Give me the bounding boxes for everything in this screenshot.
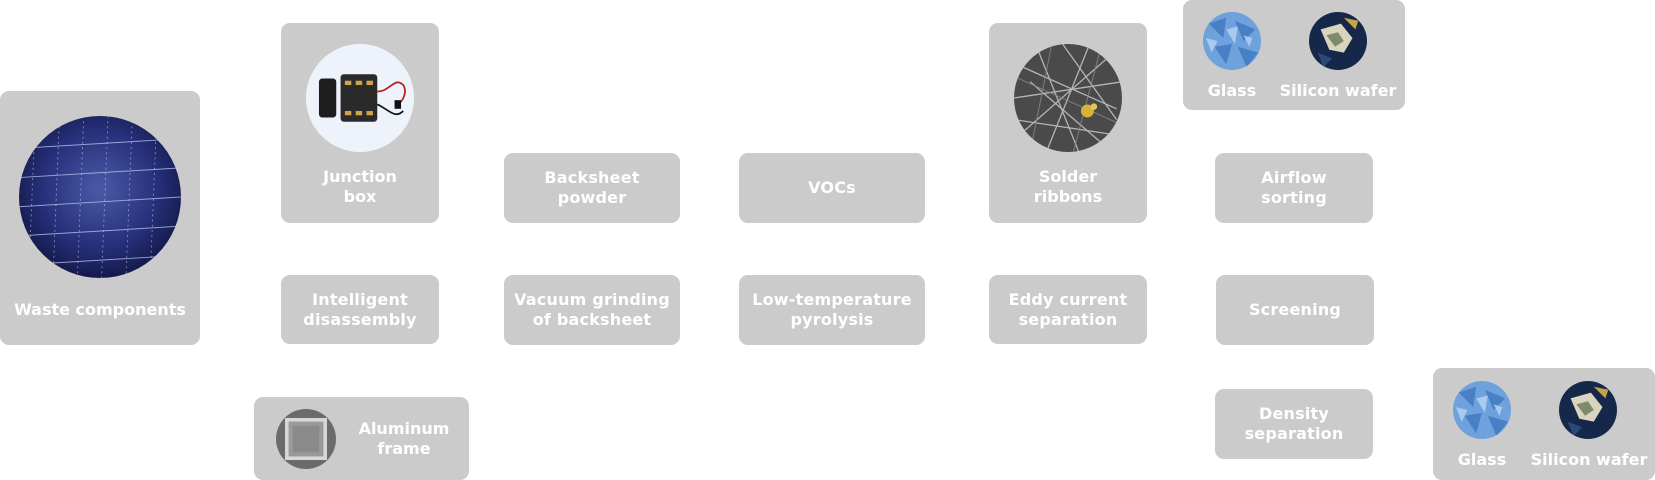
node-waste-components: Waste components — [0, 91, 200, 345]
output-bottom-glass-wafer: Glass Silicon wafer — [1433, 368, 1655, 480]
silicon-wafer-image — [1309, 12, 1367, 70]
solder-ribbons-image — [1014, 44, 1122, 152]
node-label: Waste components — [14, 300, 186, 319]
node-label: Airflow sorting — [1261, 168, 1327, 207]
node-eddy-current-separation: Eddy current separation — [989, 275, 1147, 344]
node-vacuum-grinding: Vacuum grinding of backsheet — [504, 275, 680, 345]
output-label: Glass — [1207, 81, 1257, 100]
node-label: Screening — [1248, 300, 1342, 319]
node-intelligent-disassembly: Intelligent disassembly — [281, 275, 439, 344]
node-label: Solder ribbons — [1033, 167, 1103, 206]
node-aluminum-frame: Aluminum frame — [254, 397, 469, 480]
node-label: Aluminum frame — [358, 419, 450, 458]
output-label: Glass — [1457, 450, 1507, 469]
glass-image — [1453, 381, 1511, 439]
aluminum-frame-image — [276, 409, 336, 469]
node-low-temperature-pyrolysis: Low-temperature pyrolysis — [739, 275, 925, 345]
silicon-wafer-image — [1559, 381, 1617, 439]
node-label: Junction box — [323, 167, 397, 206]
node-label: Eddy current separation — [1008, 289, 1128, 329]
node-label: Backsheet powder — [544, 168, 640, 207]
node-vocs: VOCs — [739, 153, 925, 223]
solar-panel-image — [19, 116, 181, 278]
node-label: Vacuum grinding of backsheet — [514, 290, 670, 329]
node-junction-box: Junction box — [281, 23, 439, 223]
output-label: Silicon wafer — [1279, 81, 1397, 100]
output-label: Silicon wafer — [1530, 450, 1648, 469]
node-backsheet-powder: Backsheet powder — [504, 153, 680, 223]
node-screening: Screening — [1216, 275, 1374, 345]
node-label: Low-temperature pyrolysis — [752, 290, 912, 329]
node-label: VOCs — [808, 178, 856, 197]
node-airflow-sorting: Airflow sorting — [1215, 153, 1373, 223]
node-label: Intelligent disassembly — [303, 289, 417, 329]
junction-box-image — [306, 44, 414, 152]
glass-image — [1203, 12, 1261, 70]
output-top-glass-wafer: Glass Silicon wafer — [1183, 0, 1405, 110]
node-density-separation: Density separation — [1215, 389, 1373, 459]
node-label: Density separation — [1244, 404, 1344, 443]
node-solder-ribbons: Solder ribbons — [989, 23, 1147, 223]
